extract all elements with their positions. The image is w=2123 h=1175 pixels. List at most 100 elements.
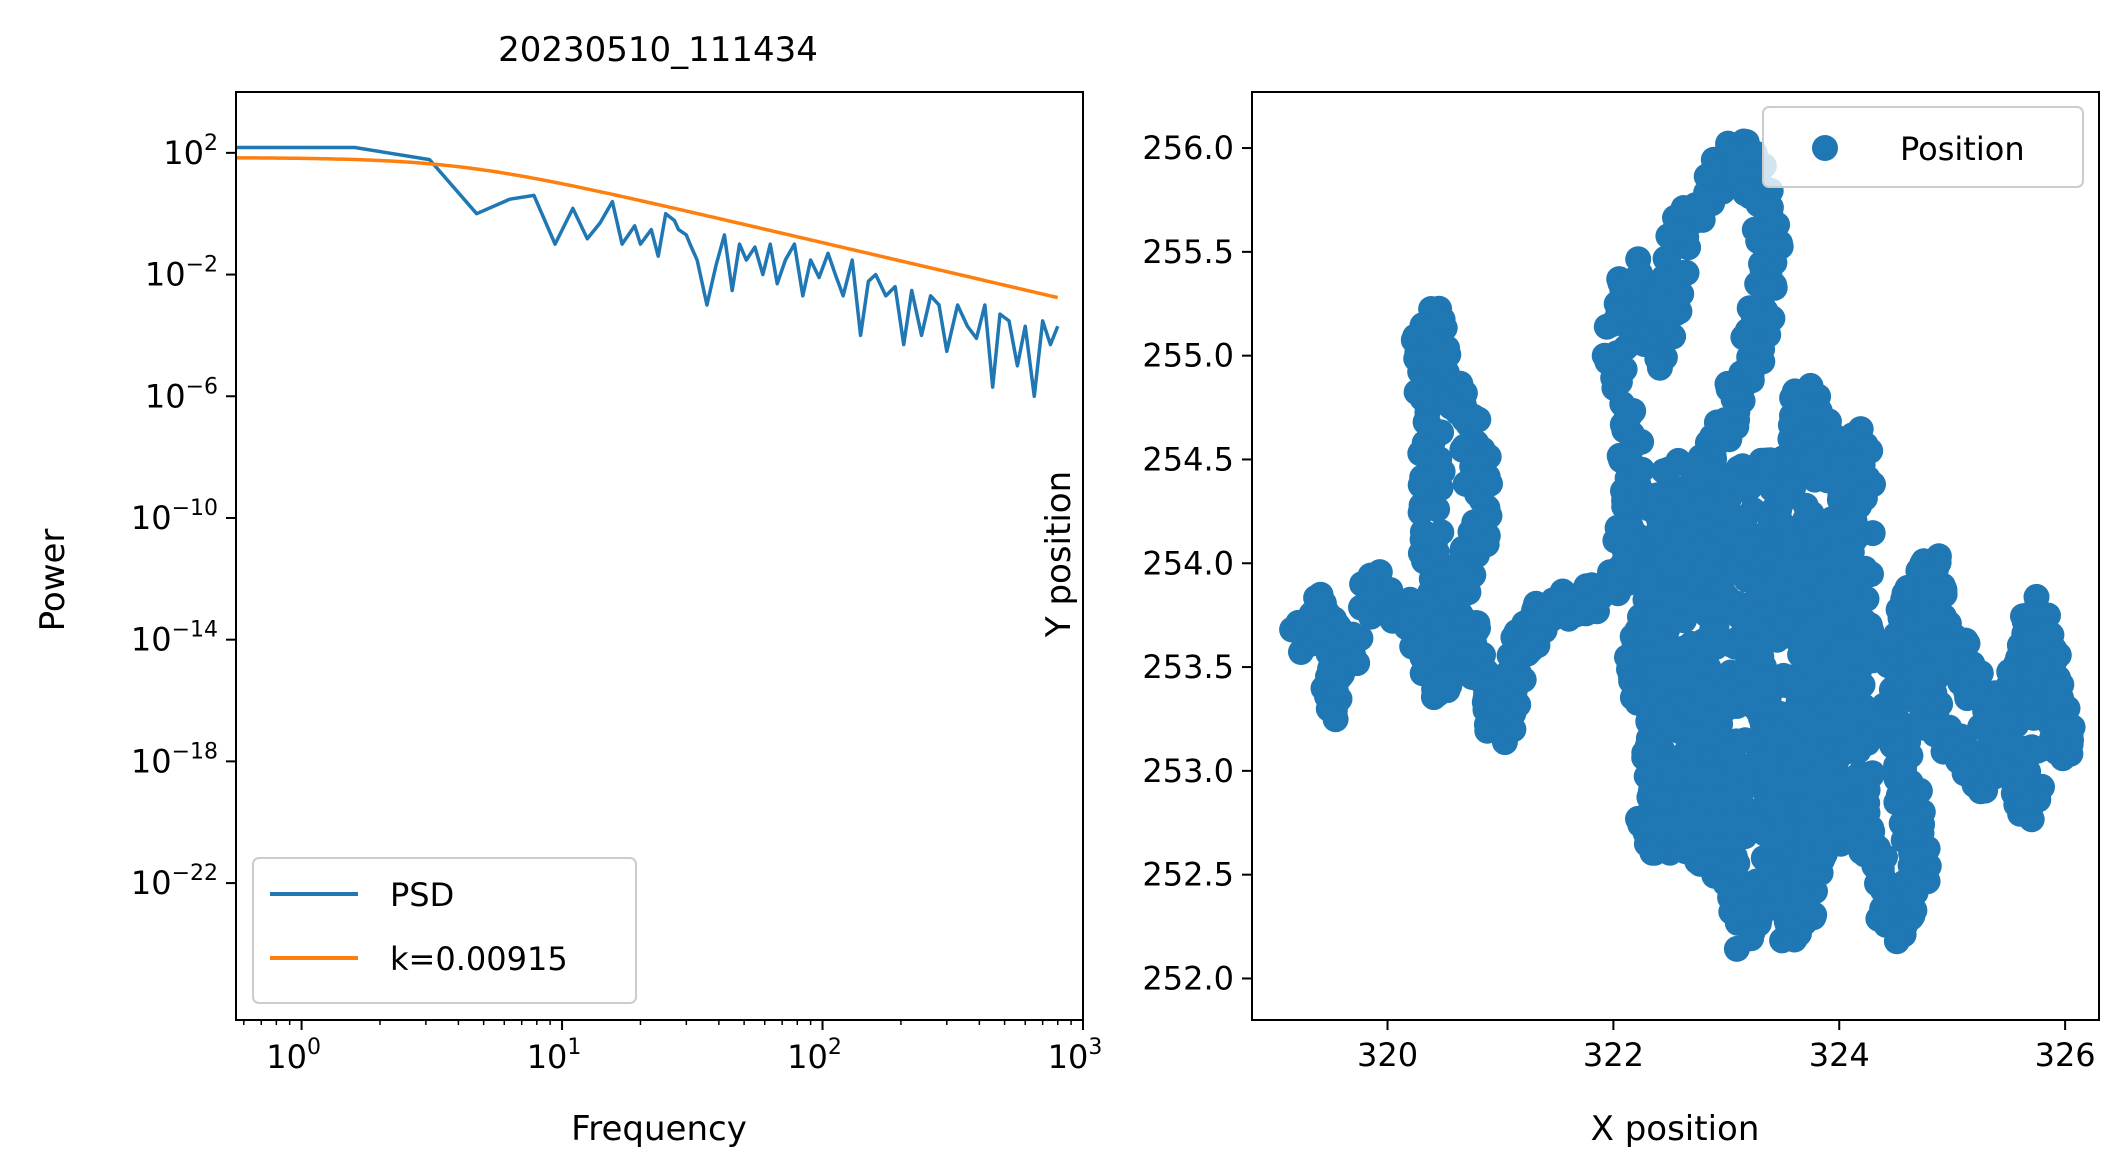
legend-label-psd: PSD (390, 876, 454, 914)
position-point (1664, 588, 1691, 615)
position-point (1736, 608, 1763, 635)
position-point (1702, 620, 1729, 647)
psd-y-tick-label: 10−18 (131, 739, 218, 780)
position-point (1635, 739, 1662, 766)
position-point (1665, 447, 1692, 474)
position-point (1824, 515, 1851, 542)
position-point (1700, 537, 1727, 564)
position-point (1925, 637, 1952, 664)
position-point (1715, 694, 1742, 721)
position-point (1773, 610, 1800, 637)
position-point (1698, 456, 1725, 483)
position-y-tick-label: 252.0 (1142, 959, 1234, 997)
position-point (1898, 840, 1925, 867)
psd-chart: 20230510_111434 100 101 102 103 102 10−2 10−6… (33, 30, 1102, 1149)
position-x-tick-label: 326 (2035, 1036, 2096, 1074)
position-point (1776, 528, 1803, 555)
position-x-tick-label: 320 (1357, 1036, 1418, 1074)
position-chart: 320 322 324 326 252.0 252.5 253.0 253.5 254.0 25… (1039, 91, 2100, 1149)
position-point (1732, 535, 1759, 562)
position-point (1431, 353, 1458, 379)
psd-y-axis-label: Power (33, 529, 73, 632)
position-point (1793, 772, 1820, 799)
position-point (1888, 758, 1915, 785)
position-point (1739, 919, 1766, 946)
psd-x-tick-label: 100 (266, 1035, 321, 1076)
psd-x-tick-label: 103 (1048, 1035, 1103, 1076)
position-point (1780, 699, 1807, 726)
psd-y-tick-label: 10−6 (145, 374, 218, 415)
position-point (1809, 830, 1836, 857)
position-point (1673, 259, 1700, 286)
position-point (1724, 812, 1751, 839)
psd-y-tick-label: 10−10 (131, 496, 218, 537)
position-point (1339, 621, 1366, 648)
position-point (1791, 561, 1817, 588)
position-point (1808, 615, 1835, 642)
position-point (1693, 763, 1720, 790)
position-point (1846, 760, 1873, 787)
position-point (1635, 567, 1662, 594)
position-point (1849, 638, 1876, 665)
position-point (1831, 470, 1858, 497)
position-point (1804, 522, 1831, 549)
position-point (1753, 276, 1780, 303)
position-y-tick-label: 252.5 (1142, 856, 1234, 894)
position-point (1687, 595, 1714, 622)
position-point (1596, 345, 1623, 372)
position-x-axis-label: X position (1591, 1109, 1760, 1149)
position-y-axis-label: Y position (1039, 471, 1079, 638)
position-point (1808, 713, 1835, 740)
psd-y-tick-label: 10−22 (131, 861, 218, 902)
fit-series-line (236, 156, 1059, 300)
position-axes-frame (1251, 91, 2100, 1021)
psd-chart-title: 20230510_111434 (498, 30, 818, 70)
psd-y-tick-label: 10−14 (131, 618, 218, 659)
position-point (2017, 667, 2044, 694)
position-point (1320, 660, 1347, 687)
psd-y-tick-label: 10−2 (145, 253, 218, 294)
position-point (1757, 447, 1784, 474)
position-point (1655, 246, 1682, 272)
position-y-tick-label: 253.0 (1142, 752, 1234, 790)
legend-marker-position (1812, 135, 1838, 161)
position-point (1659, 663, 1685, 690)
position-point (1648, 784, 1675, 811)
position-point (1682, 725, 1709, 752)
position-y-tick-label: 253.5 (1142, 648, 1234, 686)
position-point (1465, 406, 1492, 433)
position-legend: Position (1762, 106, 2084, 188)
position-point (2020, 704, 2047, 731)
position-point (1799, 446, 1826, 473)
position-point (1787, 641, 1814, 668)
position-point (1764, 798, 1790, 825)
position-point (1616, 440, 1643, 467)
position-point (1639, 839, 1666, 866)
position-y-tick-label: 256.0 (1142, 129, 1234, 167)
position-point (1654, 813, 1680, 840)
position-y-tick-label: 255.5 (1142, 233, 1234, 271)
position-point (1415, 412, 1442, 439)
position-point (1654, 635, 1681, 662)
psd-series-line (236, 145, 1060, 399)
psd-x-axis-label: Frequency (571, 1109, 747, 1149)
psd-x-tick-label: 101 (527, 1035, 582, 1076)
position-point (1724, 750, 1751, 777)
position-x-tick-label: 324 (1809, 1036, 1870, 1074)
position-point (1844, 700, 1871, 727)
position-x-tick-label: 322 (1583, 1036, 1644, 1074)
position-point (1428, 519, 1455, 546)
position-point (1648, 702, 1675, 729)
position-point (1409, 518, 1436, 545)
position-point (1608, 518, 1635, 545)
position-point (1614, 644, 1640, 671)
position-point (1663, 552, 1690, 579)
position-y-tick-label: 254.0 (1142, 544, 1234, 582)
position-point (1672, 838, 1699, 865)
position-point (1732, 727, 1759, 754)
psd-legend: PSD k=0.00915 (252, 857, 637, 1004)
position-point (1645, 516, 1672, 543)
position-point (1729, 505, 1756, 532)
position-point (1707, 787, 1734, 814)
